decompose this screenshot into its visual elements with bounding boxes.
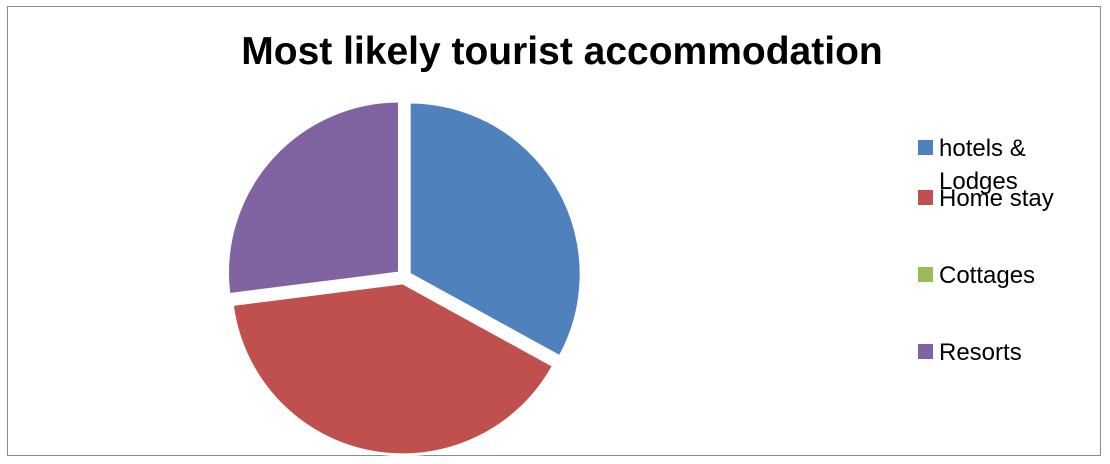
legend-swatch-hotels-lodges xyxy=(918,140,933,155)
legend-swatch-home-stay xyxy=(918,190,933,205)
pie-slice-hotels-lodges xyxy=(407,100,583,359)
legend-label-home-stay: Home stay xyxy=(939,185,1054,212)
legend-label-hotels-lodges-line1: hotels & xyxy=(939,135,1026,162)
legend-swatch-cottages xyxy=(918,267,933,282)
pie-slice-resorts xyxy=(226,99,401,297)
legend-label-hotels-lodges-line2: Lodges xyxy=(939,168,1018,195)
legend-label-resorts: Resorts xyxy=(939,339,1022,366)
legend-swatch-resorts xyxy=(918,344,933,359)
pie-slice-home-stay xyxy=(230,281,556,457)
chart-title: Most likely tourist accommodation xyxy=(241,30,883,73)
legend-label-cottages: Cottages xyxy=(939,262,1036,289)
pie-slices xyxy=(226,99,583,457)
